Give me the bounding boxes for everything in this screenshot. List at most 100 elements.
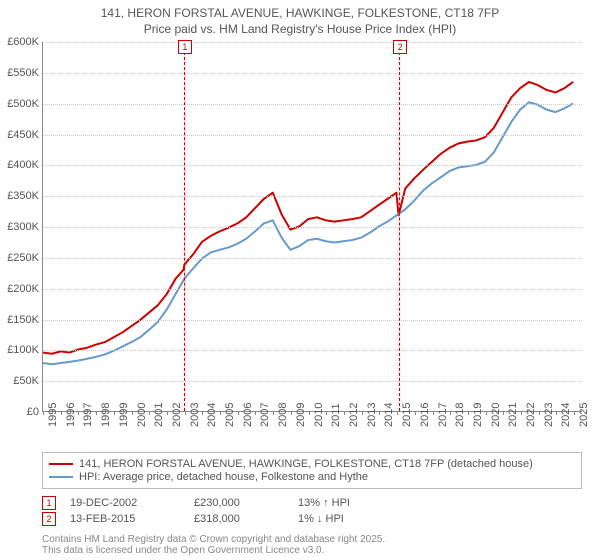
xtick-mark [255, 411, 256, 415]
marker-badge-2: 2 [42, 512, 56, 526]
xtick-mark [503, 411, 504, 415]
legend-box: 141, HERON FORSTAL AVENUE, HAWKINGE, FOL… [42, 452, 582, 489]
ytick-label: £300K [1, 221, 39, 233]
title-line-1: 141, HERON FORSTAL AVENUE, HAWKINGE, FOL… [0, 6, 600, 20]
marker-badge: 2 [393, 40, 407, 54]
xtick-label: 2016 [419, 403, 431, 427]
gridline-h [43, 289, 582, 290]
xtick-mark [433, 411, 434, 415]
xtick-mark [238, 411, 239, 415]
xtick-label: 2004 [206, 403, 218, 427]
xtick-label: 2020 [490, 403, 502, 427]
xtick-mark [362, 411, 363, 415]
marker-date-1: 19-DEC-2002 [70, 497, 180, 509]
xtick-mark [185, 411, 186, 415]
footer-line-1: Contains HM Land Registry data © Crown c… [42, 534, 582, 545]
xtick-mark [521, 411, 522, 415]
xtick-mark [132, 411, 133, 415]
xtick-label: 2021 [507, 403, 519, 427]
xtick-label: 2006 [242, 403, 254, 427]
xtick-label: 2015 [401, 403, 413, 427]
legend-swatch-price-paid [49, 463, 73, 465]
xtick-mark [273, 411, 274, 415]
xtick-mark [149, 411, 150, 415]
xtick-mark [415, 411, 416, 415]
gridline-h [43, 258, 582, 259]
marker-price-2: £318,000 [194, 513, 284, 525]
xtick-mark [202, 411, 203, 415]
marker-vline [399, 42, 401, 411]
gridline-h [43, 165, 582, 166]
xtick-mark [114, 411, 115, 415]
gridline-h [43, 196, 582, 197]
marker-row-1: 1 19-DEC-2002 £230,000 13% ↑ HPI [42, 496, 582, 510]
marker-price-1: £230,000 [194, 497, 284, 509]
gridline-h [43, 135, 582, 136]
xtick-mark [397, 411, 398, 415]
ytick-label: £600K [1, 36, 39, 48]
chart-plot-area: £0£50K£100K£150K£200K£250K£300K£350K£400… [42, 42, 582, 412]
ytick-label: £50K [1, 375, 39, 387]
gridline-h [43, 320, 582, 321]
legend-swatch-hpi [49, 476, 73, 478]
xtick-mark [539, 411, 540, 415]
xtick-label: 2009 [295, 403, 307, 427]
xtick-mark [468, 411, 469, 415]
ytick-label: £150K [1, 314, 39, 326]
xtick-label: 2012 [348, 403, 360, 427]
xtick-mark [220, 411, 221, 415]
series-price_paid [43, 82, 573, 354]
xtick-label: 2025 [578, 403, 590, 427]
ytick-label: £450K [1, 129, 39, 141]
footer-attribution: Contains HM Land Registry data © Crown c… [42, 534, 582, 556]
xtick-mark [379, 411, 380, 415]
marker-vline [184, 42, 186, 411]
xtick-mark [167, 411, 168, 415]
xtick-label: 2018 [454, 403, 466, 427]
xtick-mark [61, 411, 62, 415]
xtick-mark [96, 411, 97, 415]
gridline-h [43, 381, 582, 382]
xtick-label: 2000 [136, 403, 148, 427]
xtick-label: 2024 [560, 403, 572, 427]
marker-pct-1: 13% ↑ HPI [298, 497, 388, 509]
xtick-label: 2011 [330, 403, 342, 427]
xtick-label: 1998 [100, 403, 112, 427]
gridline-h [43, 350, 582, 351]
ytick-label: £500K [1, 98, 39, 110]
marker-pct-2: 1% ↓ HPI [298, 513, 388, 525]
xtick-label: 2003 [189, 403, 201, 427]
marker-date-2: 13-FEB-2015 [70, 513, 180, 525]
xtick-mark [309, 411, 310, 415]
xtick-label: 2008 [277, 403, 289, 427]
legend-label-hpi: HPI: Average price, detached house, Folk… [79, 471, 368, 483]
legend-row-price-paid: 141, HERON FORSTAL AVENUE, HAWKINGE, FOL… [49, 458, 575, 470]
marker-badge-1: 1 [42, 496, 56, 510]
xtick-mark [450, 411, 451, 415]
ytick-label: £550K [1, 67, 39, 79]
marker-table: 1 19-DEC-2002 £230,000 13% ↑ HPI 2 13-FE… [42, 494, 582, 528]
xtick-label: 2007 [259, 403, 271, 427]
xtick-label: 1999 [118, 403, 130, 427]
xtick-label: 2010 [313, 403, 325, 427]
marker-badge: 1 [178, 40, 192, 54]
xtick-mark [574, 411, 575, 415]
xtick-label: 2013 [366, 403, 378, 427]
xtick-label: 1995 [47, 403, 59, 427]
xtick-label: 2019 [472, 403, 484, 427]
xtick-label: 1996 [65, 403, 77, 427]
ytick-label: £200K [1, 283, 39, 295]
xtick-mark [43, 411, 44, 415]
xtick-mark [291, 411, 292, 415]
gridline-h [43, 104, 582, 105]
xtick-mark [344, 411, 345, 415]
chart-container: 141, HERON FORSTAL AVENUE, HAWKINGE, FOL… [0, 0, 600, 560]
xtick-label: 2005 [224, 403, 236, 427]
series-hpi [43, 102, 573, 364]
ytick-label: £350K [1, 190, 39, 202]
xtick-mark [326, 411, 327, 415]
xtick-label: 2014 [383, 403, 395, 427]
gridline-h [43, 42, 582, 43]
xtick-label: 1997 [82, 403, 94, 427]
xtick-label: 2023 [543, 403, 555, 427]
